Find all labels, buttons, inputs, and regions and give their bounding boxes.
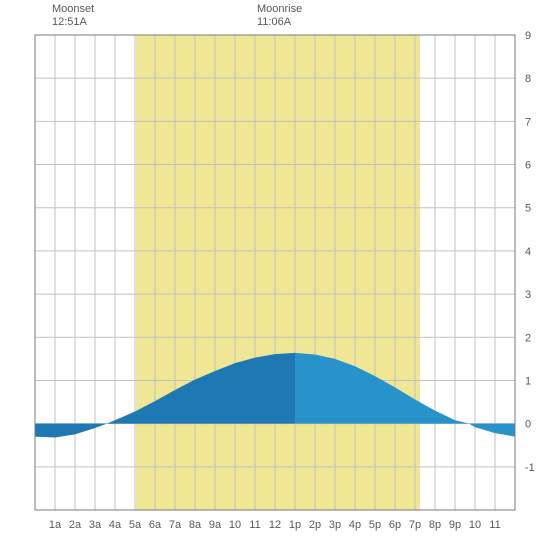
x-tick-label: 8p: [429, 519, 441, 531]
annotation-moonset: Moonset 12:51A: [52, 3, 94, 29]
x-tick-label: 9a: [209, 519, 222, 531]
y-tick-label: 2: [525, 332, 531, 344]
x-tick-label: 4a: [109, 519, 122, 531]
y-tick-label: -1: [525, 462, 535, 474]
x-tick-label: 4p: [349, 519, 361, 531]
x-tick-label: 6a: [149, 519, 162, 531]
x-tick-label: 10: [469, 519, 481, 531]
annotation-moonset-time: 12:51A: [52, 16, 94, 29]
x-tick-label: 8a: [189, 519, 202, 531]
x-tick-label: 9p: [449, 519, 461, 531]
y-tick-label: 0: [525, 419, 531, 431]
x-tick-label: 12: [269, 519, 281, 531]
y-tick-label: 9: [525, 30, 531, 42]
x-tick-label: 3p: [329, 519, 341, 531]
annotation-moonset-title: Moonset: [52, 3, 94, 16]
x-tick-label: 11: [489, 519, 500, 531]
x-tick-label: 6p: [389, 519, 401, 531]
x-tick-label: 1a: [49, 519, 62, 531]
x-tick-label: 1p: [289, 519, 301, 531]
x-tick-label: 5p: [369, 519, 381, 531]
x-tick-label: 10: [229, 519, 241, 531]
x-tick-label: 11: [249, 519, 260, 531]
tide-chart: -101234567891a2a3a4a5a6a7a8a9a1011121p2p…: [0, 0, 550, 550]
annotation-moonrise: Moonrise 11:06A: [257, 3, 302, 29]
y-tick-label: 8: [525, 73, 531, 85]
x-tick-label: 2p: [309, 519, 321, 531]
annotation-moonrise-title: Moonrise: [257, 3, 302, 16]
y-tick-label: 5: [525, 203, 531, 215]
x-tick-label: 2a: [69, 519, 82, 531]
y-tick-label: 4: [525, 246, 531, 258]
y-tick-label: 3: [525, 289, 531, 301]
daylight-band: [136, 35, 420, 510]
x-tick-label: 5a: [129, 519, 142, 531]
x-tick-label: 7p: [409, 519, 421, 531]
y-tick-label: 6: [525, 160, 531, 172]
annotation-moonrise-time: 11:06A: [257, 16, 302, 29]
tide-chart-container: { "layout": { "width": 550, "height": 55…: [0, 0, 550, 550]
x-tick-label: 7a: [169, 519, 182, 531]
x-tick-label: 3a: [89, 519, 102, 531]
y-tick-label: 7: [525, 116, 531, 128]
y-tick-label: 1: [525, 375, 531, 387]
